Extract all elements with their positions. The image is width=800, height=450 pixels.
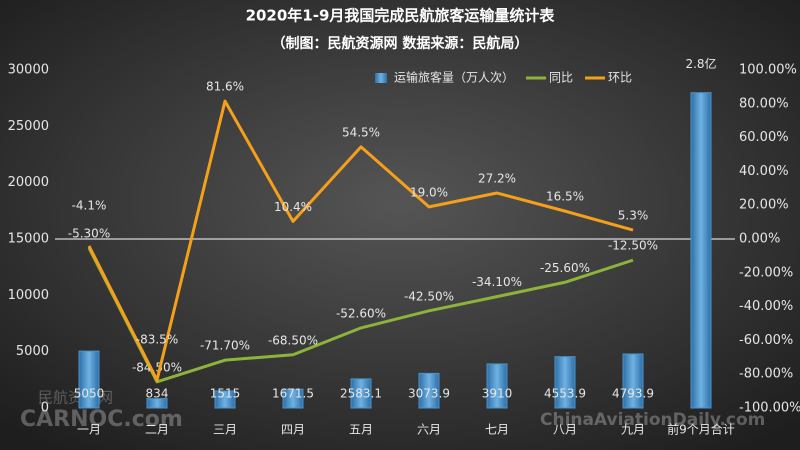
chart-subtitle: （制图：民航资源网 数据来源：民航局） — [272, 35, 529, 52]
bar-value-label: 4793.9 — [612, 387, 654, 401]
legend-label: 同比 — [549, 71, 573, 85]
line-value-label: -84.50% — [132, 360, 182, 374]
line-value-label: -4.1% — [72, 198, 107, 212]
line — [87, 247, 634, 384]
bar — [418, 372, 440, 409]
y-tick-label: 25000 — [8, 119, 49, 134]
legend-label: 环比 — [608, 71, 632, 85]
chart-title: 2020年1-9月我国完成民航旅客运输量统计表 — [246, 7, 556, 25]
line-value-label: 27.2% — [478, 172, 516, 186]
bar — [350, 378, 372, 409]
line-value-label: 16.5% — [546, 190, 584, 204]
line — [87, 99, 634, 382]
x-tick-label: 四月 — [281, 423, 305, 437]
y2-tick-label: 0.00% — [739, 232, 780, 247]
bar — [146, 398, 168, 409]
x-tick-label: 九月 — [621, 423, 645, 437]
x-tick-label: 三月 — [213, 423, 237, 437]
bar-value-label: 4553.9 — [544, 387, 586, 401]
legend-swatch — [375, 73, 387, 83]
line-value-label: 81.6% — [206, 80, 244, 94]
bar-value-label: 1671.5 — [272, 387, 314, 401]
bar-value-label: 2583.1 — [340, 387, 382, 401]
y2-tick-label: 60.00% — [739, 130, 789, 145]
bar — [554, 356, 576, 409]
y-tick-label: 5000 — [16, 344, 49, 359]
x-tick-label: 七月 — [485, 423, 509, 437]
y2-tick-label: 80.00% — [739, 96, 789, 111]
line-value-label: -25.60% — [540, 261, 590, 275]
line-value-label: -42.50% — [404, 289, 454, 303]
line-value-label: -68.50% — [268, 333, 318, 347]
bar — [690, 92, 712, 409]
x-tick-label: 一月 — [77, 423, 101, 437]
x-tick-label: 二月 — [145, 423, 169, 437]
y2-tick-label: -60.00% — [739, 333, 793, 348]
x-tick-label: 五月 — [349, 423, 373, 437]
line-value-label: -5.30% — [68, 226, 110, 240]
y2-tick-label: -20.00% — [739, 265, 793, 280]
line-value-label: 54.5% — [342, 125, 380, 139]
y-tick-label: 20000 — [8, 175, 49, 190]
y2-tick-label: -80.00% — [739, 367, 793, 382]
bar — [622, 353, 644, 409]
x-tick-label: 前9个月合计 — [667, 422, 735, 437]
bar — [282, 388, 304, 409]
line-value-label: -12.50% — [608, 239, 658, 253]
line-value-label: -34.10% — [472, 275, 522, 289]
bar-value-label: 3073.9 — [408, 387, 450, 401]
line-value-label: 10.4% — [274, 200, 312, 214]
bar-value-label: 3910 — [482, 387, 513, 401]
legend-label: 运输旅客量（万人次） — [394, 70, 514, 85]
y-tick-label: 0 — [41, 401, 49, 416]
bar-value-label: 2.8亿 — [685, 56, 716, 71]
x-tick-label: 六月 — [417, 423, 441, 437]
bar-value-label: 5050 — [74, 387, 105, 401]
bar-value-label: 1515 — [210, 387, 241, 401]
bar — [78, 350, 100, 409]
line-value-label: -71.70% — [200, 339, 250, 353]
y2-tick-label: 20.00% — [739, 198, 789, 213]
watermark: CARNOC.com — [20, 407, 183, 432]
line-value-label: 5.3% — [618, 209, 649, 223]
x-tick-label: 八月 — [553, 423, 577, 437]
y-tick-label: 15000 — [8, 232, 49, 247]
bar — [214, 390, 236, 409]
line-value-label: -52.60% — [336, 306, 386, 320]
y-tick-label: 30000 — [8, 63, 49, 78]
bar — [486, 363, 508, 409]
y2-tick-label: -40.00% — [739, 299, 793, 314]
line-value-label: -83.5% — [136, 333, 178, 347]
y2-tick-label: 100.00% — [739, 63, 797, 78]
y2-tick-label: 40.00% — [739, 164, 789, 179]
y2-tick-label: -100.00% — [739, 401, 800, 416]
bar-value-label: 834 — [146, 387, 169, 401]
watermark: ChinaAviationDaily.com — [540, 410, 765, 430]
line-value-label: 19.0% — [410, 185, 448, 199]
y-tick-label: 10000 — [8, 288, 49, 303]
